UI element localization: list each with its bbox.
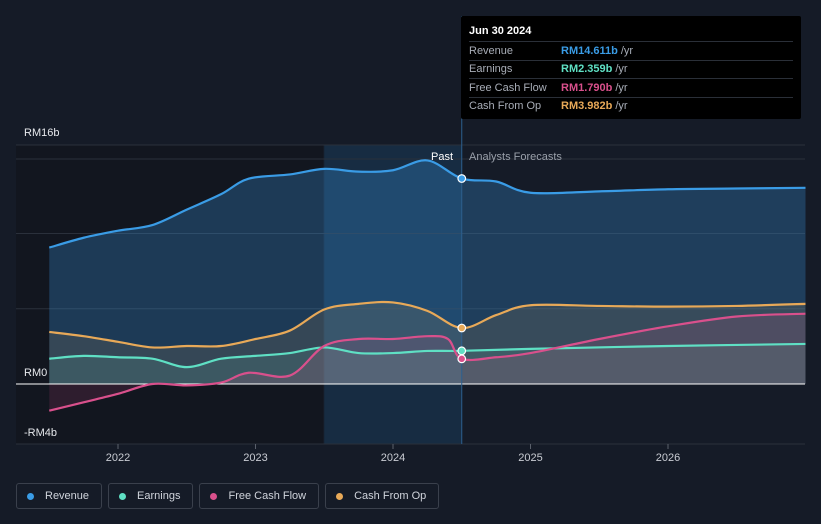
free-cash-flow-line	[48, 312, 806, 412]
data-tooltip: Jun 30 2024 Revenue RM14.611b /yr Earnin…	[461, 16, 801, 119]
cash-from-op-line	[49, 300, 806, 349]
x-axis-ticks: 2022 2023 2024 2025 2026	[106, 444, 680, 464]
tooltip-name: Revenue	[469, 44, 514, 57]
tooltip-unit: /yr	[615, 81, 628, 94]
legend-label: Cash From Op	[354, 490, 427, 502]
free-cash-flow-area	[49, 313, 806, 411]
y-label-bottom: -RM4b	[24, 427, 57, 439]
legend-cash-from-op[interactable]: Cash From Op	[325, 483, 440, 509]
tooltip-row-cash-from-op: Cash From Op RM3.982b /yr	[469, 96, 793, 116]
legend-free-cash-flow[interactable]: Free Cash Flow	[199, 483, 320, 509]
x-tick-label: 2023	[243, 452, 267, 464]
x-tick-label: 2024	[381, 452, 405, 464]
cash-from-op-marker	[457, 323, 467, 333]
free-cash-flow-marker	[457, 354, 467, 364]
y-label-zero: RM0	[24, 367, 47, 379]
current-markers	[457, 174, 467, 364]
tooltip-value: RM1.790b	[561, 81, 613, 94]
tooltip-value: RM14.611b	[561, 44, 618, 57]
legend-earnings[interactable]: Earnings	[108, 483, 194, 509]
tooltip-value: RM2.359b	[561, 63, 613, 76]
cash-from-op-area	[49, 301, 806, 384]
past-dark-region	[16, 145, 323, 444]
series-areas	[49, 160, 806, 411]
legend-dot-icon	[27, 492, 34, 500]
legend-dot-icon	[336, 492, 344, 500]
forecast-label: Analysts Forecasts	[469, 151, 562, 163]
revenue-line	[48, 159, 806, 249]
tooltip-row-earnings: Earnings RM2.359b /yr	[469, 59, 793, 79]
tooltip-name: Earnings	[469, 63, 513, 76]
revenue-marker	[457, 174, 467, 183]
tooltip-name: Cash From Op	[469, 100, 542, 113]
tooltip-unit: /yr	[615, 63, 628, 76]
tooltip-unit: /yr	[620, 44, 634, 57]
legend: Revenue Earnings Free Cash Flow Cash Fro…	[16, 483, 440, 509]
legend-label: Earnings	[137, 490, 181, 502]
tooltip-date: Jun 30 2024	[469, 25, 532, 37]
tooltip-unit: /yr	[615, 100, 628, 113]
tooltip-row-free-cash-flow: Free Cash Flow RM1.790b /yr	[469, 78, 793, 97]
earnings-line	[49, 342, 806, 369]
chart-background	[16, 145, 462, 444]
legend-label: Revenue	[45, 490, 90, 502]
y-label-top: RM16b	[24, 127, 59, 139]
x-tick-label: 2025	[518, 452, 542, 464]
highlight-region	[324, 145, 462, 444]
legend-dot-icon	[210, 492, 218, 500]
tooltip-name: Free Cash Flow	[469, 81, 547, 94]
past-label: Past	[431, 151, 453, 163]
tooltip-row-revenue: Revenue RM14.611b /yr	[469, 41, 793, 60]
earnings-marker	[457, 346, 467, 356]
legend-dot-icon	[119, 492, 127, 500]
gridlines	[16, 144, 805, 445]
earnings-area	[49, 343, 806, 384]
tooltip-value: RM3.982b	[561, 100, 613, 113]
series-lines	[48, 159, 806, 412]
x-tick-label: 2026	[656, 452, 680, 464]
legend-label: Free Cash Flow	[228, 490, 307, 502]
x-tick-label: 2022	[106, 452, 130, 464]
legend-revenue[interactable]: Revenue	[16, 483, 103, 509]
revenue-area	[49, 160, 806, 384]
